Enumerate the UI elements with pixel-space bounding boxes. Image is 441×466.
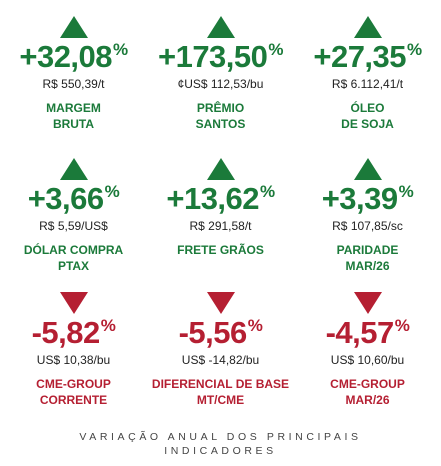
indicator-percent: +13,62%: [147, 182, 294, 216]
arrow-down-icon: [206, 292, 235, 314]
footer-caption: VARIAÇÃO ANUAL DOS PRINCIPAIS INDICADORE…: [0, 430, 441, 458]
label-line-1: FRETE GRÃOS: [177, 243, 264, 257]
arrow-up-icon: [59, 16, 88, 38]
label-line-1: CME-GROUP: [36, 377, 111, 391]
percent-value: -5,82: [31, 315, 101, 350]
indicator-price: R$ 6.112,41/t: [331, 77, 404, 91]
indicator-diferencial-base: -5,56% US$ -14,82/bu DIFERENCIAL DE BASE…: [147, 292, 294, 408]
percent-symbol: %: [407, 40, 422, 59]
percent-symbol: %: [260, 182, 275, 201]
indicator-paridade: +3,39% R$ 107,85/sc PARIDADE MAR/26: [294, 158, 441, 274]
indicator-label: CME-GROUP CORRENTE: [0, 376, 147, 408]
indicator-label: DIFERENCIAL DE BASE MT/CME: [147, 376, 294, 408]
indicator-label: FRETE GRÃOS: [147, 242, 294, 258]
indicator-frete-graos: +13,62% R$ 291,58/t FRETE GRÃOS: [147, 158, 294, 258]
indicator-percent: +27,35%: [294, 40, 441, 74]
indicator-price: US$ 10,38/bu: [36, 353, 111, 367]
percent-symbol: %: [398, 182, 414, 201]
indicator-price: R$ 291,58/t: [189, 219, 252, 233]
arrow-up-icon: [59, 158, 88, 180]
label-line-2: MT/CME: [196, 393, 245, 407]
indicator-percent: +3,66%: [0, 182, 147, 216]
footer-line-1: VARIAÇÃO ANUAL DOS PRINCIPAIS: [79, 431, 362, 443]
indicator-price: US$ -14,82/bu: [181, 353, 260, 367]
indicator-dolar-compra: +3,66% R$ 5,59/US$ DÓLAR COMPRA PTAX: [0, 158, 147, 274]
label-line-1: DIFERENCIAL DE BASE: [151, 377, 290, 391]
percent-symbol: %: [104, 182, 120, 201]
indicator-cme-mar26: -4,57% US$ 10,60/bu CME-GROUP MAR/26: [294, 292, 441, 408]
indicator-percent: +173,50%: [147, 40, 294, 74]
arrow-down-icon: [353, 292, 382, 314]
indicator-percent: +3,39%: [294, 182, 441, 216]
indicator-cme-corrente: -5,82% US$ 10,38/bu CME-GROUP CORRENTE: [0, 292, 147, 408]
indicator-price: US$ 10,60/bu: [330, 353, 405, 367]
indicator-price: R$ 5,59/US$: [39, 219, 108, 233]
arrow-up-icon: [206, 16, 235, 38]
label-line-1: ÓLEO: [350, 101, 385, 115]
percent-value: +173,50: [157, 39, 268, 74]
percent-value: +27,35: [313, 39, 407, 74]
footer-line-2: INDICADORES: [164, 445, 277, 457]
percent-symbol: %: [268, 40, 284, 59]
arrow-up-icon: [206, 158, 235, 180]
percent-value: +13,62: [166, 181, 260, 216]
label-line-2: CORRENTE: [39, 393, 108, 407]
percent-value: +3,39: [321, 181, 398, 216]
indicator-price: ¢US$ 112,53/bu: [177, 77, 264, 91]
indicator-percent: +32,08%: [0, 40, 147, 74]
arrow-up-icon: [353, 158, 382, 180]
indicator-price: R$ 107,85/sc: [332, 219, 403, 233]
label-line-1: CME-GROUP: [330, 377, 405, 391]
percent-value: -5,56: [178, 315, 248, 350]
indicator-label: PARIDADE MAR/26: [294, 242, 441, 274]
label-line-2: MAR/26: [345, 393, 390, 407]
label-line-1: MARGEM: [46, 101, 101, 115]
label-line-2: SANTOS: [195, 117, 246, 131]
indicator-price: R$ 550,39/t: [42, 77, 105, 91]
percent-symbol: %: [113, 40, 128, 59]
indicator-grid: +32,08% R$ 550,39/t MARGEM BRUTA +173,50%…: [0, 16, 441, 408]
arrow-down-icon: [59, 292, 88, 314]
label-line-2: PTAX: [57, 259, 90, 273]
indicator-margem-bruta: +32,08% R$ 550,39/t MARGEM BRUTA: [0, 16, 147, 132]
percent-value: -4,57: [325, 315, 395, 350]
indicator-oleo-de-soja: +27,35% R$ 6.112,41/t ÓLEO DE SOJA: [294, 16, 441, 132]
indicator-percent: -5,82%: [0, 316, 147, 350]
label-line-1: PARIDADE: [336, 243, 399, 257]
label-line-2: BRUTA: [52, 117, 95, 131]
percent-value: +32,08: [19, 39, 113, 74]
indicator-percent: -5,56%: [147, 316, 294, 350]
indicator-premio-santos: +173,50% ¢US$ 112,53/bu PRÊMIO SANTOS: [147, 16, 294, 132]
indicator-label: ÓLEO DE SOJA: [294, 100, 441, 132]
percent-symbol: %: [247, 316, 263, 335]
label-line-2: DE SOJA: [341, 117, 394, 131]
label-line-2: MAR/26: [345, 259, 390, 273]
label-line-1: PRÊMIO: [196, 101, 245, 115]
indicator-label: PRÊMIO SANTOS: [147, 100, 294, 132]
percent-symbol: %: [100, 316, 116, 335]
indicator-label: DÓLAR COMPRA PTAX: [0, 242, 147, 274]
indicator-percent: -4,57%: [294, 316, 441, 350]
arrow-up-icon: [353, 16, 382, 38]
indicator-label: CME-GROUP MAR/26: [294, 376, 441, 408]
indicator-label: MARGEM BRUTA: [0, 100, 147, 132]
percent-symbol: %: [394, 316, 410, 335]
percent-value: +3,66: [27, 181, 104, 216]
label-line-1: DÓLAR COMPRA: [23, 243, 124, 257]
